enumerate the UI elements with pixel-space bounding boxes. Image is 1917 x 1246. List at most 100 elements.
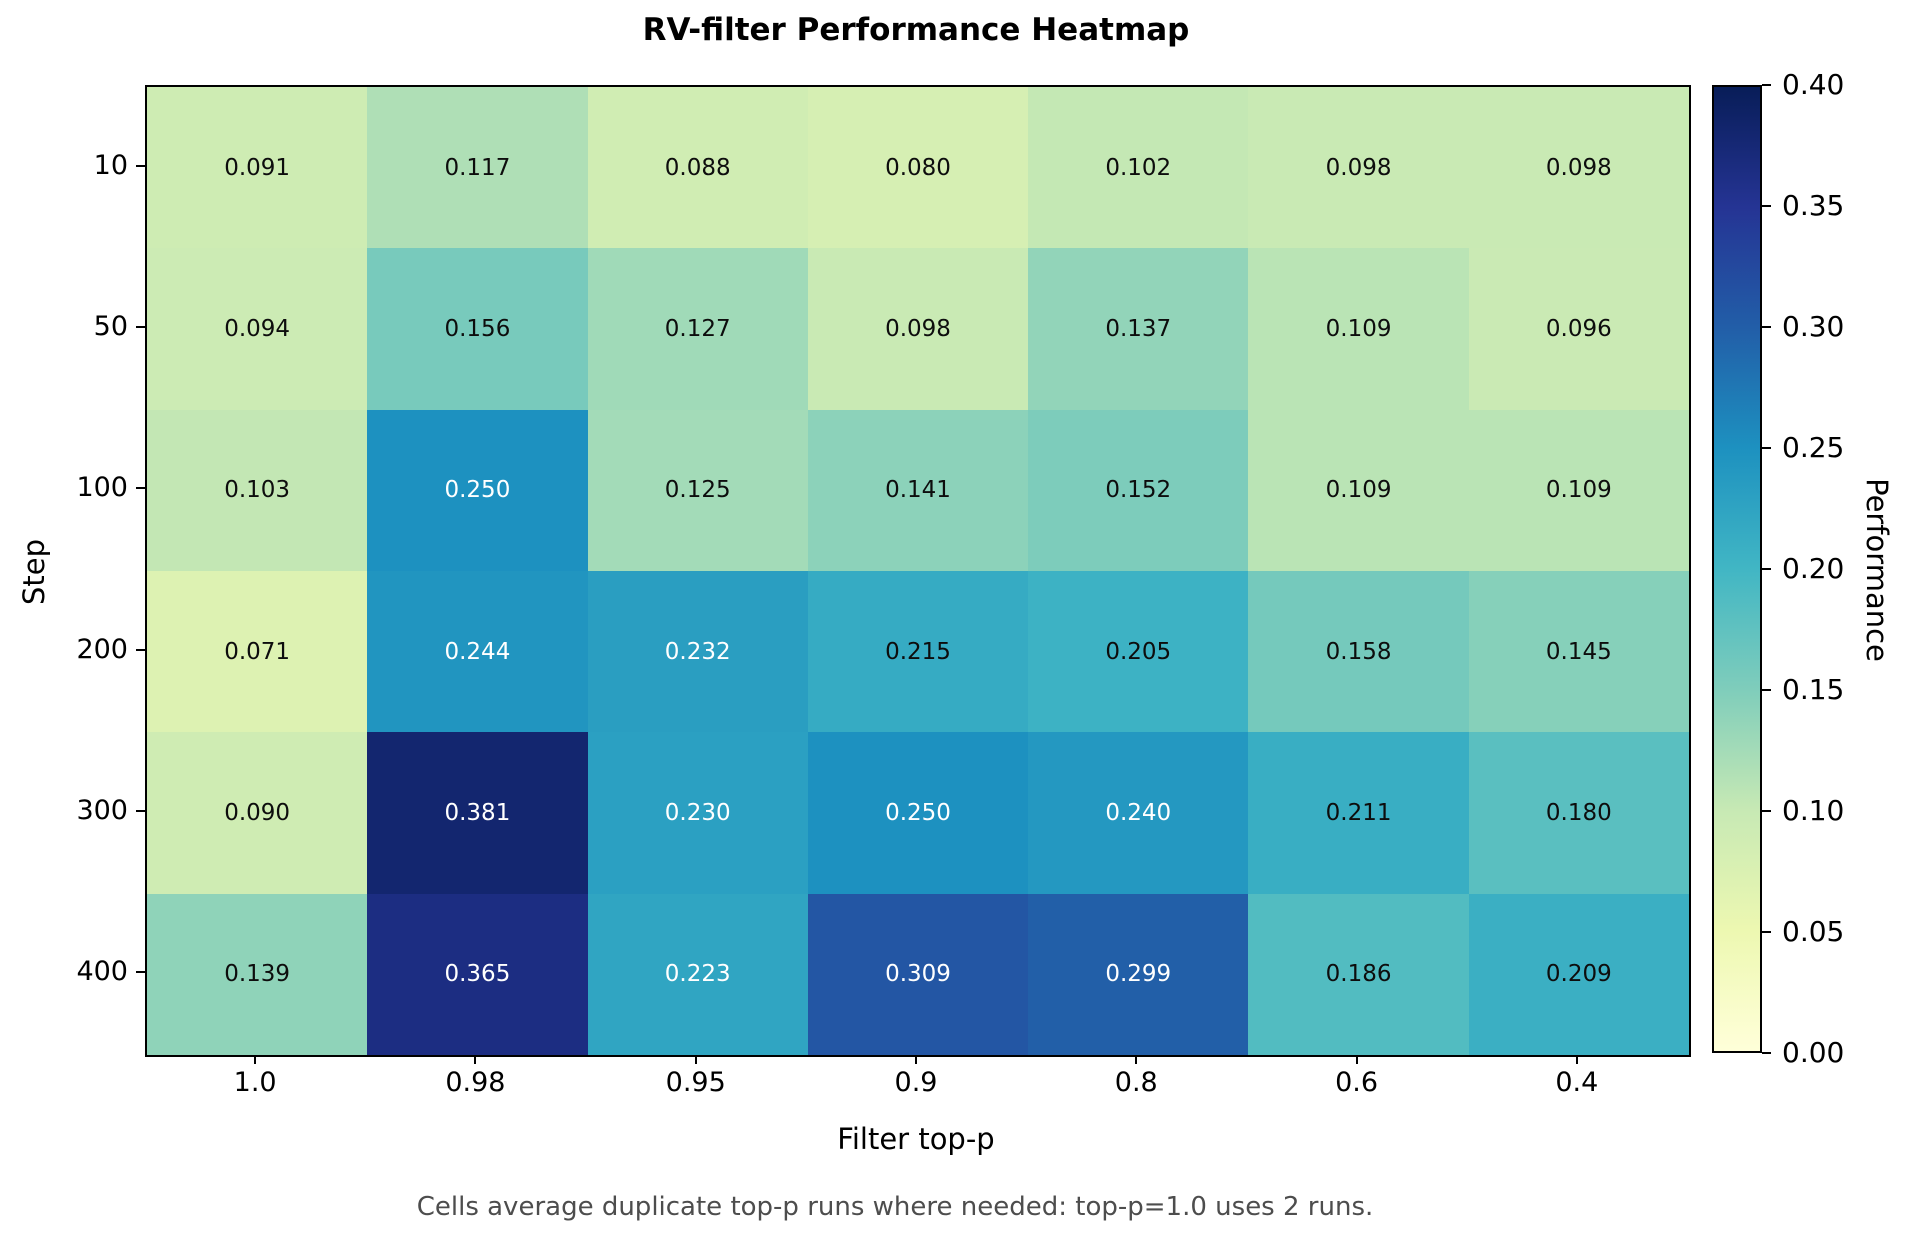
cell-value: 0.109 [1545, 477, 1612, 504]
colorbar-tick-label: 0.10 [1782, 794, 1845, 827]
cell-value: 0.102 [1105, 154, 1172, 181]
cell-value: 0.127 [664, 315, 731, 342]
cell-value: 0.109 [1325, 315, 1392, 342]
heatmap-cell: 0.098 [807, 248, 1029, 410]
cell-value: 0.158 [1325, 638, 1392, 665]
heatmap-cell: 0.088 [587, 87, 808, 249]
cell-value: 0.109 [1325, 477, 1392, 504]
cell-value: 0.211 [1325, 799, 1392, 826]
y-tick-label: 100 [76, 472, 128, 504]
cell-value: 0.090 [224, 799, 291, 826]
x-tick-label: 0.95 [665, 1067, 726, 1098]
heatmap-cell: 0.102 [1028, 87, 1249, 249]
heatmap-cell: 0.098 [1468, 87, 1689, 249]
heatmap-cell: 0.109 [1248, 409, 1469, 571]
cell-value: 0.250 [444, 477, 511, 504]
colorbar-tick-label: 0.05 [1782, 915, 1845, 948]
cell-value: 0.139 [224, 961, 291, 988]
heatmap-cell: 0.125 [587, 409, 808, 571]
colorbar-tick-label: 0.30 [1782, 310, 1845, 343]
y-tick-label: 10 [93, 149, 128, 181]
cell-value: 0.098 [1325, 154, 1392, 181]
cell-value: 0.223 [664, 961, 731, 988]
cell-value: 0.180 [1545, 799, 1612, 826]
colorbar-tick-mark [1762, 326, 1771, 328]
heatmap-cell: 0.211 [1248, 732, 1469, 894]
heatmap-cell: 0.186 [1248, 893, 1469, 1055]
x-tick-mark [694, 1055, 697, 1064]
heatmap-cell: 0.145 [1468, 570, 1689, 733]
y-tick-mark [136, 971, 145, 974]
cell-value: 0.098 [885, 315, 951, 342]
colorbar-gradient [1714, 87, 1760, 1051]
chart-title: RV-filter Performance Heatmap [642, 12, 1190, 48]
cell-value: 0.125 [664, 477, 731, 504]
heatmap-cell: 0.365 [367, 893, 588, 1055]
cell-value: 0.117 [444, 154, 511, 181]
cell-value: 0.186 [1325, 961, 1392, 988]
heatmap-cell: 0.156 [367, 248, 588, 410]
cell-value: 0.152 [1105, 477, 1172, 504]
cell-value: 0.094 [224, 315, 291, 342]
colorbar-tick-mark [1762, 205, 1771, 207]
cell-value: 0.098 [1545, 154, 1612, 181]
heatmap-cell: 0.180 [1468, 732, 1689, 894]
y-tick-label: 200 [76, 633, 128, 665]
cell-value: 0.240 [1105, 799, 1172, 826]
heatmap-cell: 0.071 [147, 570, 368, 733]
cell-value: 0.205 [1105, 638, 1172, 665]
y-tick-label: 400 [76, 956, 128, 988]
heatmap-cell: 0.094 [147, 248, 368, 410]
heatmap-cell: 0.141 [807, 409, 1029, 571]
heatmap-grid: 0.091 0.117 0.088 0.080 0.102 0.098 0.098 0.094… [145, 85, 1691, 1057]
colorbar-tick-mark [1762, 931, 1771, 933]
heatmap-cell: 0.230 [587, 732, 808, 894]
colorbar-tick-mark [1762, 84, 1771, 86]
colorbar-tick-label: 0.25 [1782, 431, 1845, 464]
cell-value: 0.299 [1105, 961, 1172, 988]
x-tick-mark [254, 1055, 257, 1064]
colorbar-tick-label: 0.15 [1782, 673, 1845, 706]
x-tick-label: 0.9 [894, 1067, 938, 1098]
heatmap-cell: 0.215 [807, 570, 1029, 733]
y-axis-label: Step [17, 538, 51, 606]
cell-value: 0.156 [444, 315, 511, 342]
y-tick-mark [136, 164, 145, 167]
cell-value: 0.381 [444, 799, 511, 826]
cell-value: 0.309 [885, 961, 951, 988]
heatmap-cell: 0.091 [147, 87, 368, 249]
heatmap-cell: 0.158 [1248, 570, 1469, 733]
heatmap-cell: 0.232 [587, 570, 808, 733]
cell-value: 0.145 [1545, 638, 1612, 665]
heatmap-cell: 0.152 [1028, 409, 1249, 571]
colorbar-tick-label: 0.20 [1782, 552, 1845, 585]
colorbar-tick-mark [1762, 689, 1771, 691]
heatmap-cell: 0.096 [1468, 248, 1689, 410]
x-tick-mark [1575, 1055, 1578, 1064]
figure-caption: Cells average duplicate top-p runs where… [416, 1192, 1374, 1222]
cell-value: 0.244 [444, 638, 511, 665]
x-tick-mark [915, 1055, 917, 1064]
heatmap-cell: 0.250 [807, 732, 1029, 894]
heatmap-cell: 0.103 [147, 409, 368, 571]
colorbar-tick-label: 0.00 [1782, 1036, 1845, 1069]
x-tick-label: 0.98 [445, 1067, 506, 1098]
colorbar-tick-mark [1762, 447, 1771, 449]
x-tick-label: 1.0 [233, 1067, 277, 1098]
x-tick-mark [1135, 1055, 1138, 1064]
heatmap-cell: 0.240 [1028, 732, 1249, 894]
cell-value: 0.091 [224, 154, 291, 181]
x-tick-mark [474, 1055, 477, 1064]
heatmap-cell: 0.090 [147, 732, 368, 894]
y-tick-mark [136, 648, 145, 651]
cell-value: 0.071 [224, 638, 291, 665]
heatmap-cell: 0.250 [367, 409, 588, 571]
heatmap-cell: 0.139 [147, 893, 368, 1055]
cell-value: 0.103 [224, 477, 291, 504]
x-tick-label: 0.8 [1114, 1067, 1158, 1098]
heatmap-cell: 0.223 [587, 893, 808, 1055]
heatmap-cell: 0.299 [1028, 893, 1249, 1055]
colorbar-tick-mark [1762, 568, 1771, 570]
cell-value: 0.141 [885, 477, 951, 504]
